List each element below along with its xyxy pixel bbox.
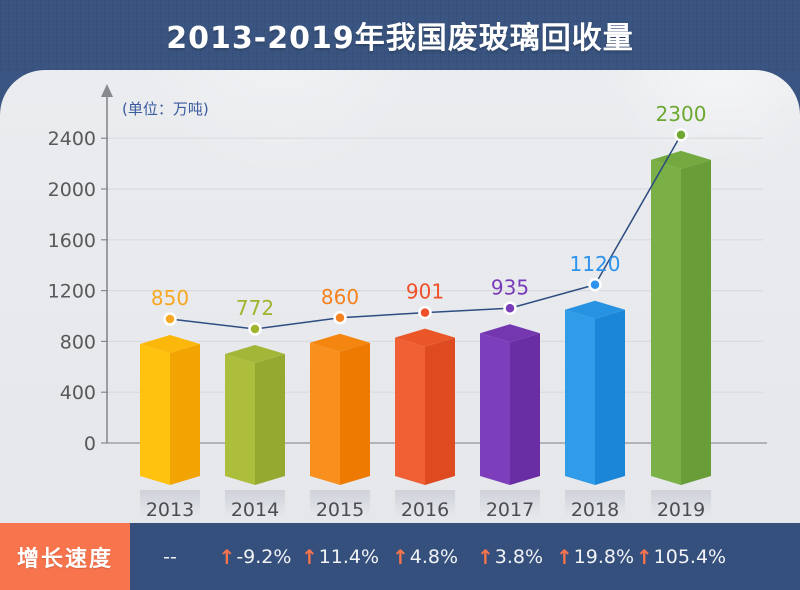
- value-label-2017: 935: [491, 275, 529, 299]
- x-label-2016: 2016: [401, 499, 449, 521]
- bar-2017: [480, 324, 540, 517]
- x-label-2017: 2017: [486, 499, 534, 521]
- growth-value-2013: --: [163, 523, 177, 590]
- line-marker-2019: [674, 128, 688, 142]
- line-marker-2015: [333, 311, 347, 325]
- growth-value-text: --: [163, 545, 177, 568]
- y-tick-label: 2400: [48, 128, 96, 150]
- line-marker-2014: [248, 322, 262, 336]
- chart-panel: (单位：万吨) 0 400 800 1200 1600 2000 2400 850 772 860…: [0, 70, 800, 523]
- bar-2014: [225, 344, 285, 517]
- line-marker-2013: [163, 312, 177, 326]
- value-label-2019: 2300: [656, 102, 707, 126]
- bar-2019: [651, 150, 711, 517]
- line-marker-2017: [503, 301, 517, 316]
- growth-value-2019: ↑ 105.4%: [636, 523, 726, 590]
- y-tick-label: 1600: [48, 230, 96, 252]
- value-label-2014: 772: [236, 296, 274, 320]
- x-label-2019: 2019: [657, 499, 705, 521]
- growth-value-2017: ↑ 3.8%: [477, 523, 543, 590]
- value-label-2018: 1120: [570, 252, 621, 276]
- growth-value-text: 3.8%: [494, 545, 544, 568]
- growth-value-text: 19.8%: [573, 545, 635, 568]
- up-arrow-icon: ↑: [635, 544, 653, 569]
- up-arrow-icon: ↑: [391, 544, 409, 569]
- line-marker-2016: [418, 305, 432, 320]
- growth-value-2016: ↑ 4.8%: [392, 523, 458, 590]
- up-arrow-icon: ↑: [476, 544, 494, 569]
- growth-rate-strip: 增长速度 -- ↑ -9.2% ↑ 11.4% ↑ 4.8% ↑ 3.8% ↑ 19.8% ↑ 105.…: [0, 523, 800, 590]
- y-axis-unit-label: (单位：万吨): [122, 100, 209, 118]
- y-tick-label: 2000: [48, 179, 96, 201]
- x-label-2015: 2015: [316, 499, 364, 521]
- up-arrow-icon: ↑: [300, 544, 318, 569]
- growth-value-2018: ↑ 19.8%: [556, 523, 634, 590]
- growth-value-text: 105.4%: [653, 545, 727, 568]
- value-label-2013: 850: [151, 286, 189, 310]
- growth-value-text: 11.4%: [318, 545, 380, 568]
- line-marker-2018: [588, 278, 602, 292]
- up-arrow-icon: ↑: [555, 544, 573, 569]
- up-arrow-icon: ↑: [218, 544, 236, 569]
- value-label-2015: 860: [321, 285, 359, 309]
- bar-2015: [310, 333, 370, 517]
- value-label-2016: 901: [406, 280, 444, 304]
- y-tick-label: 0: [84, 433, 96, 455]
- y-axis-arrow-icon: [101, 84, 113, 97]
- x-label-2013: 2013: [146, 499, 194, 521]
- x-label-2014: 2014: [231, 499, 279, 521]
- growth-value-text: -9.2%: [236, 545, 292, 568]
- bar-2013: [140, 335, 200, 517]
- y-tick-label: 400: [60, 382, 96, 404]
- y-tick-label: 800: [60, 331, 96, 353]
- page-title: 2013-2019年我国废玻璃回收量: [166, 21, 634, 56]
- growth-value-2014: ↑ -9.2%: [219, 523, 292, 590]
- bar-2018: [565, 300, 625, 517]
- growth-value-text: 4.8%: [409, 545, 459, 568]
- header-banner: 2013-2019年我国废玻璃回收量: [0, 0, 800, 70]
- y-tick-label: 1200: [48, 281, 96, 303]
- bar-2016: [395, 328, 455, 517]
- growth-rate-row-label: 增长速度: [0, 523, 130, 590]
- bar-line-chart: 0 400 800 1200 1600 2000 2400 850 772 860 901 935 11…: [48, 84, 767, 521]
- x-label-2018: 2018: [571, 499, 619, 521]
- growth-value-2015: ↑ 11.4%: [301, 523, 379, 590]
